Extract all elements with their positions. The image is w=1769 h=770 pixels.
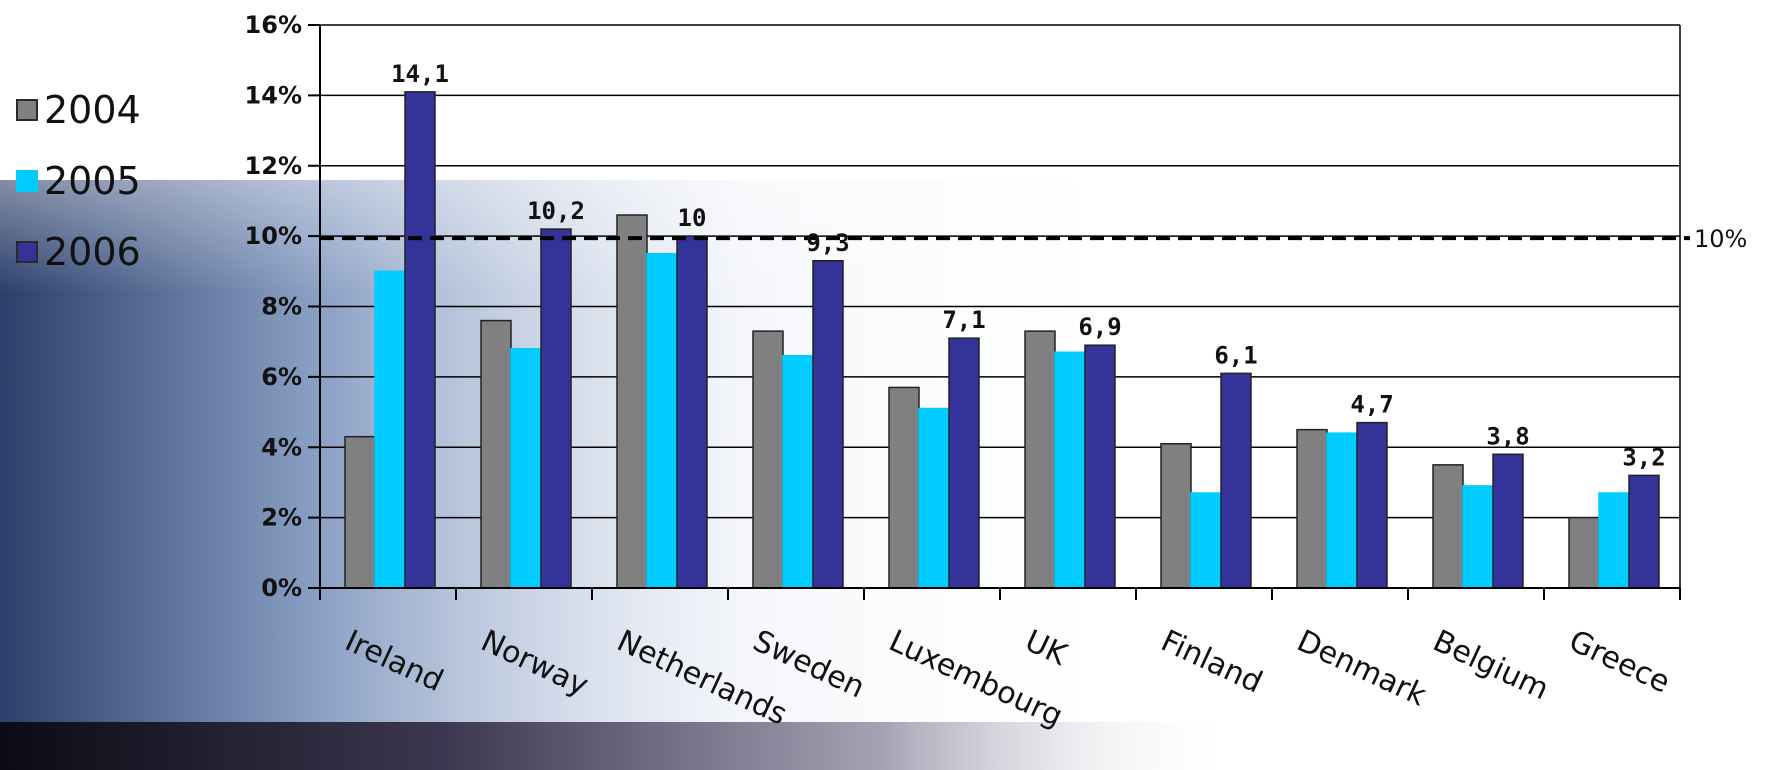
y-tick-label-0: 0% [261,574,302,602]
data-label-netherlands: 10 [678,204,707,232]
data-label-uk: 6,9 [1078,313,1121,341]
data-label-greece: 3,2 [1622,443,1665,471]
data-labels: 14,1 10,2 10 9,3 7,1 6,9 6,1 4,7 3,8 3,2 [391,60,1666,472]
data-label-norway: 10,2 [527,197,585,225]
bar-finland-2005 [1190,492,1222,589]
bar-uk-2005 [1054,351,1086,589]
bar-sweden-2006 [812,260,844,589]
category-label-uk: UK [1020,624,1074,674]
data-label-sweden: 9,3 [806,229,849,257]
bar-belgium-2006 [1492,453,1524,589]
bar-belgium-2004 [1432,464,1464,589]
legend-label-2004: 2004 [44,87,141,132]
category-label-norway: Norway [476,624,594,704]
bar-uk-2006 [1084,344,1116,589]
legend-label-2006: 2006 [44,229,141,274]
bar-finland-2004 [1160,442,1192,589]
bar-norway-2004 [480,319,512,589]
data-label-luxembourg: 7,1 [942,306,985,334]
bar-netherlands-2005 [646,252,678,589]
bar-uk-2004 [1024,330,1056,589]
bar-denmark-2004 [1296,428,1328,589]
category-label-ireland: Ireland [340,624,449,700]
y-tick-label-4: 8% [261,293,302,321]
reference-line-label: 10% [1694,225,1747,253]
bar-greece-2006 [1628,474,1660,589]
bar-sweden-2004 [752,330,784,589]
bar-denmark-2005 [1326,432,1358,589]
data-label-denmark: 4,7 [1350,391,1393,419]
bar-luxembourg-2005 [918,407,950,589]
legend-item-2005: 2005 [16,145,166,216]
bar-norway-2005 [510,347,542,589]
bar-greece-2004 [1568,516,1600,589]
y-tick-label-6: 12% [245,152,302,180]
bar-finland-2006 [1220,372,1252,589]
legend-swatch-2004 [16,98,38,121]
y-tick-label-2: 4% [261,433,302,461]
legend-item-2006: 2006 [16,216,166,287]
bar-greece-2005 [1598,492,1630,589]
category-label-belgium: Belgium [1428,624,1554,708]
bar-sweden-2005 [782,355,814,589]
bar-ireland-2005 [374,270,406,589]
bar-norway-2006 [540,228,572,589]
category-label-greece: Greece [1564,624,1676,701]
bar-denmark-2006 [1356,421,1388,589]
legend-label-2005: 2005 [44,158,141,203]
y-tick-label-5: 10% [245,222,302,250]
data-label-finland: 6,1 [1214,341,1257,369]
legend-swatch-2005 [16,169,38,192]
bar-luxembourg-2004 [888,386,920,589]
bar-belgium-2005 [1462,485,1494,589]
bar-netherlands-2006 [676,235,708,589]
chart-legend: 2004 2005 2006 [16,74,166,287]
bar-netherlands-2004 [616,214,648,589]
bar-ireland-2004 [344,435,376,589]
y-tick-label-3: 6% [261,363,302,391]
y-tick-label-8: 16% [245,11,302,39]
legend-item-2004: 2004 [16,74,166,145]
category-label-finland: Finland [1156,624,1268,701]
data-label-ireland: 14,1 [391,60,449,88]
category-label-denmark: Denmark [1292,624,1432,714]
bar-luxembourg-2006 [948,337,980,589]
legend-swatch-2006 [16,240,38,263]
bars [344,91,1660,589]
reference-line-group: 10% [320,225,1747,253]
y-tick-label-7: 14% [245,81,302,109]
data-label-belgium: 3,8 [1486,422,1529,450]
bar-ireland-2006 [404,91,436,589]
y-tick-label-1: 2% [261,504,302,532]
